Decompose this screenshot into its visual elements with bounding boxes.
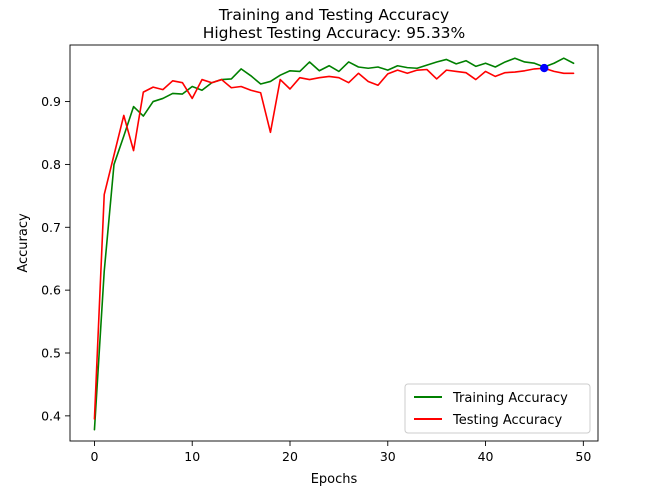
plot-frame [69,44,599,442]
axis-ticks: 0 10 20 30 40 50 0.4 0.5 0.6 0.7 0.8 0.9 [41,94,591,464]
series-layer [93,57,575,431]
legend-label-testing: Testing Accuracy [452,413,562,428]
y-tick-label: 0.9 [41,94,61,109]
y-tick-label: 0.6 [41,283,61,298]
legend: Training Accuracy Testing Accuracy [404,383,591,434]
training-accuracy-line [93,57,575,431]
x-axis-label: Epochs [311,472,358,487]
chart-subtitle: Highest Testing Accuracy: 95.33% [203,24,466,42]
testing-accuracy-line [93,67,575,420]
y-tick-label: 0.4 [41,408,61,423]
x-tick-label: 40 [478,449,494,464]
x-tick-label: 10 [184,449,200,464]
y-tick-label: 0.5 [41,346,61,361]
x-tick-label: 20 [282,449,298,464]
y-tick-label: 0.7 [41,220,61,235]
chart-title: Training and Testing Accuracy [218,6,449,24]
highlight-layer [540,63,549,73]
x-tick-label: 50 [575,449,591,464]
legend-box [404,383,591,434]
legend-label-training: Training Accuracy [452,391,568,406]
x-tick-label: 30 [380,449,396,464]
x-tick-label: 0 [90,449,98,464]
y-tick-label: 0.8 [41,157,61,172]
highest-testing-accuracy-point [540,63,549,73]
y-axis-label: Accuracy [16,213,31,273]
